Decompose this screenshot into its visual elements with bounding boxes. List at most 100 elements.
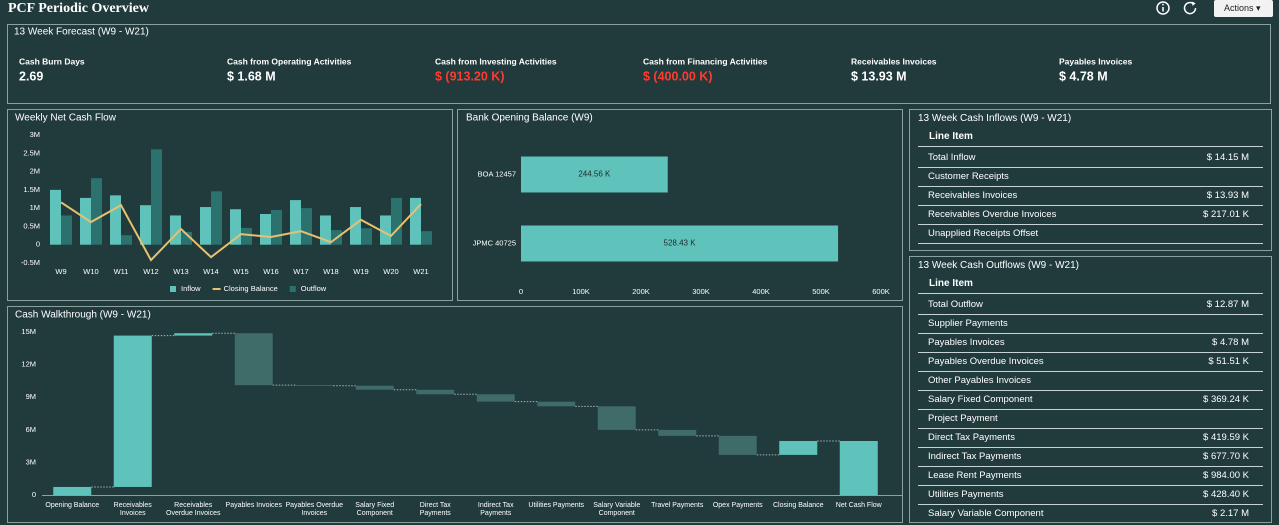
bar — [295, 385, 334, 386]
bar — [658, 429, 697, 436]
x-tick-label: W20 — [383, 267, 398, 276]
row-label: Total Outflow — [928, 299, 983, 310]
value-label: 244.56 K — [578, 170, 611, 179]
x-tick-label: Utilities Payments — [528, 502, 584, 509]
kpi-value: $ (400.00 K) — [643, 69, 712, 83]
kpi-value: $ 1.68 M — [227, 69, 276, 83]
bar — [200, 207, 211, 245]
y-tick-label: 3M — [26, 457, 36, 466]
bar — [211, 191, 222, 245]
x-tick-label: W21 — [413, 267, 428, 276]
y-tick-label: 6M — [26, 425, 36, 434]
row-value: $ 51.51 K — [1208, 356, 1249, 367]
legend-label: Closing Balance — [224, 284, 278, 293]
x-tick-label: Net Cash Flow — [836, 502, 883, 509]
table-row: Utilities Payments $ 428.40 K — [918, 485, 1263, 505]
bar — [521, 225, 839, 262]
bar — [113, 335, 152, 487]
x-tick-label: W9 — [55, 267, 66, 276]
table-title: 13 Week Cash Outflows (W9 - W21) — [918, 260, 1079, 271]
bar — [537, 401, 576, 407]
table-row: Salary Fixed Component $ 369.24 K — [918, 390, 1263, 410]
kpi-label: Cash from Financing Activities — [643, 56, 768, 66]
bar — [121, 235, 132, 245]
inflows-panel: 13 Week Cash Inflows (W9 - W21) Line Item… — [909, 109, 1272, 251]
row-value: $ 12.87 M — [1206, 299, 1249, 310]
x-tick-label: 100K — [572, 287, 590, 296]
table-header: Line Item — [918, 274, 1263, 294]
bar — [301, 208, 312, 245]
x-tick-label: Direct Tax Payments — [420, 502, 452, 517]
table-row: Indirect Tax Payments $ 677.70 K — [918, 447, 1263, 467]
x-tick-label: 200K — [632, 287, 650, 296]
table-row: Other Payables Invoices — [918, 371, 1263, 391]
x-tick-label: Opening Balance — [45, 502, 99, 509]
y-tick-label: 3M — [30, 130, 40, 139]
row-label: Receivables Overdue Invoices — [928, 209, 1057, 220]
y-tick-label: 15M — [21, 327, 36, 336]
y-tick-label: BOA 12457 — [478, 169, 516, 178]
x-tick-label: W17 — [293, 267, 308, 276]
row-value: $ 14.15 M — [1206, 152, 1249, 163]
row-label: Supplier Payments — [928, 318, 1008, 329]
bar — [597, 406, 636, 430]
page-title: PCF Periodic Overview — [8, 1, 150, 16]
table-row: Payables Invoices $ 4.78 M — [918, 333, 1263, 353]
row-label: Lease Rent Payments — [928, 470, 1022, 481]
x-tick-label: Indirect Tax Payments — [478, 502, 514, 517]
x-tick-label: W16 — [263, 267, 278, 276]
x-tick-label: W12 — [143, 267, 158, 276]
y-tick-label: 0 — [36, 240, 40, 249]
table-row: Salary Variable Component $ 2.17 M — [918, 504, 1263, 522]
legend-swatch — [289, 286, 296, 292]
kpi-value: $ 4.78 M — [1059, 69, 1108, 83]
bar — [181, 231, 192, 245]
row-value: $ 217.01 K — [1203, 209, 1249, 220]
x-tick-label: W19 — [353, 267, 368, 276]
y-tick-label: 12M — [21, 360, 36, 369]
kpi-label: Cash from Investing Activities — [435, 56, 557, 66]
y-tick-label: 2M — [30, 167, 40, 176]
table-header: Line Item — [918, 127, 1263, 147]
row-value: $ 428.40 K — [1203, 489, 1249, 500]
info-icon[interactable] — [1156, 1, 1170, 15]
bar — [80, 197, 91, 245]
kpi-label: Cash from Operating Activities — [227, 56, 352, 66]
table-row: Customer Receipts — [918, 167, 1263, 187]
outflows-panel: 13 Week Cash Outflows (W9 - W21) Line Ite… — [909, 256, 1272, 523]
table-row: Total Inflow $ 14.15 M — [918, 148, 1263, 168]
bar — [271, 209, 282, 245]
bar — [839, 440, 878, 495]
row-label: Direct Tax Payments — [928, 432, 1015, 443]
bar — [110, 195, 121, 245]
x-tick-label: Receivables Invoices — [114, 502, 153, 517]
bar — [174, 333, 213, 336]
row-label: Salary Variable Component — [928, 508, 1044, 519]
table-row: Receivables Overdue Invoices $ 217.01 K — [918, 205, 1263, 225]
x-tick-label: Salary Fixed Component — [355, 502, 394, 517]
bar — [380, 215, 391, 245]
bar — [391, 197, 402, 245]
y-tick-label: 0 — [32, 490, 36, 499]
chart-panel — [457, 109, 903, 301]
x-tick-label: W13 — [173, 267, 188, 276]
bar — [170, 215, 181, 245]
row-value: $ 4.78 M — [1212, 337, 1249, 348]
legend-label: Outflow — [301, 284, 327, 293]
bar — [350, 207, 361, 245]
kpi-label: Cash Burn Days — [19, 56, 85, 66]
kpi-panel — [7, 24, 1271, 104]
bar — [521, 156, 668, 193]
refresh-icon[interactable] — [1183, 1, 1197, 15]
kpi-list: Cash Burn Days 2.69 Cash from Operating Ac… — [19, 56, 1133, 83]
bar — [53, 486, 92, 495]
bar — [151, 149, 162, 245]
row-label: Payables Invoices — [928, 337, 1005, 348]
line — [60, 201, 422, 262]
table-row: Unapplied Receipts Offset — [918, 224, 1263, 244]
table-title: 13 Week Cash Inflows (W9 - W21) — [918, 113, 1072, 124]
actions-button[interactable]: Actions ▾ — [1214, 0, 1273, 17]
